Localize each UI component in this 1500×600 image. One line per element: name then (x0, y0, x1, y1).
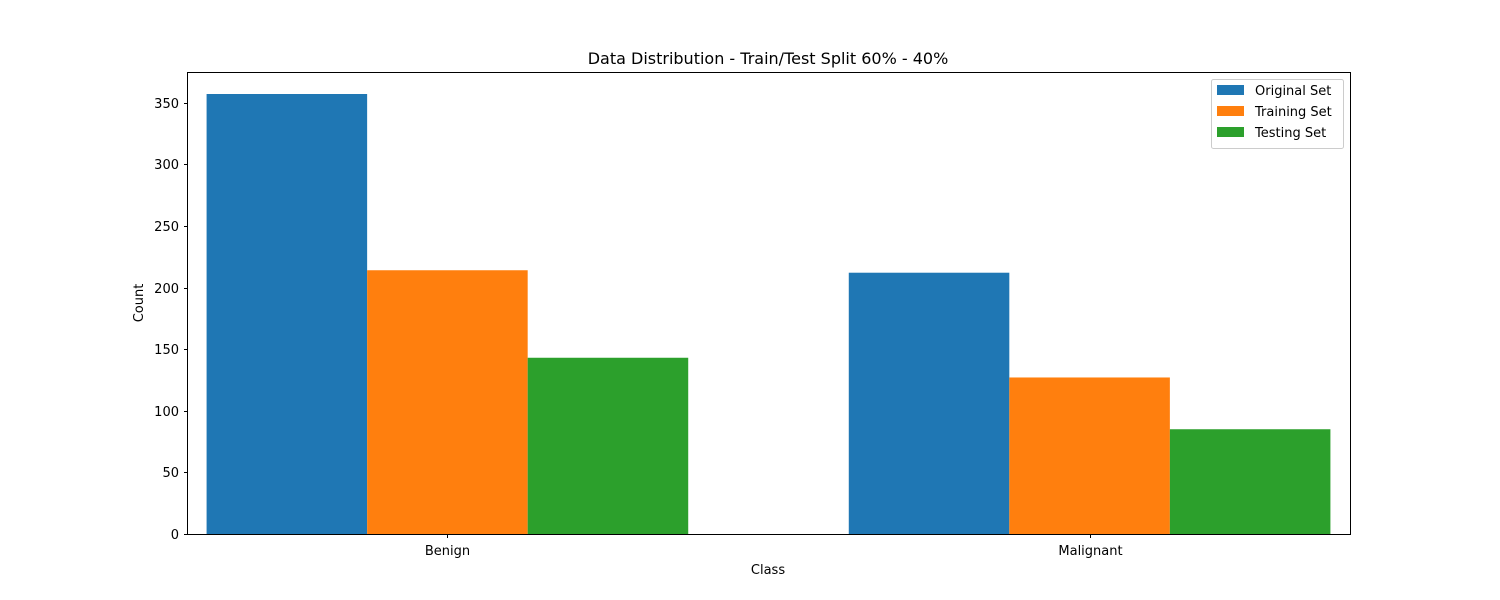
bar-original-set-benign (206, 94, 368, 534)
x-axis-label: Class (751, 563, 785, 578)
legend-label: Training Set (1254, 105, 1332, 120)
y-tick-label: 150 (154, 343, 179, 358)
bar-testing-set-malignant (1169, 429, 1331, 534)
legend-frame (1211, 79, 1344, 149)
bar-training-set-benign (367, 270, 528, 534)
plot-frame (187, 72, 1351, 535)
y-tick-label: 200 (154, 282, 179, 297)
y-axis-label: Count (132, 284, 147, 323)
y-tick-label: 250 (154, 220, 179, 235)
legend-swatch (1217, 106, 1244, 116)
bar-training-set-malignant (1009, 377, 1170, 534)
y-axis: 0 50 100 150 200 250 300 350 (154, 97, 188, 543)
bars-group (206, 94, 1331, 534)
y-tick-label: 50 (162, 466, 179, 481)
legend-label: Testing Set (1254, 126, 1326, 141)
legend-label: Original Set (1255, 84, 1331, 99)
x-tick-label: Benign (425, 544, 470, 559)
x-axis: Benign Malignant (425, 534, 1123, 559)
y-tick-label: 300 (154, 158, 179, 173)
bar-testing-set-benign (527, 357, 689, 534)
legend-swatch (1217, 127, 1244, 137)
bar-original-set-malignant (848, 272, 1010, 534)
legend-swatch (1217, 85, 1244, 95)
chart-title: Data Distribution - Train/Test Split 60%… (588, 49, 949, 68)
y-tick-label: 350 (154, 97, 179, 112)
y-tick-label: 100 (154, 405, 179, 420)
y-tick-label: 0 (171, 528, 179, 543)
x-tick-label: Malignant (1058, 544, 1122, 559)
legend: Original Set Training Set Testing Set (1211, 79, 1344, 149)
